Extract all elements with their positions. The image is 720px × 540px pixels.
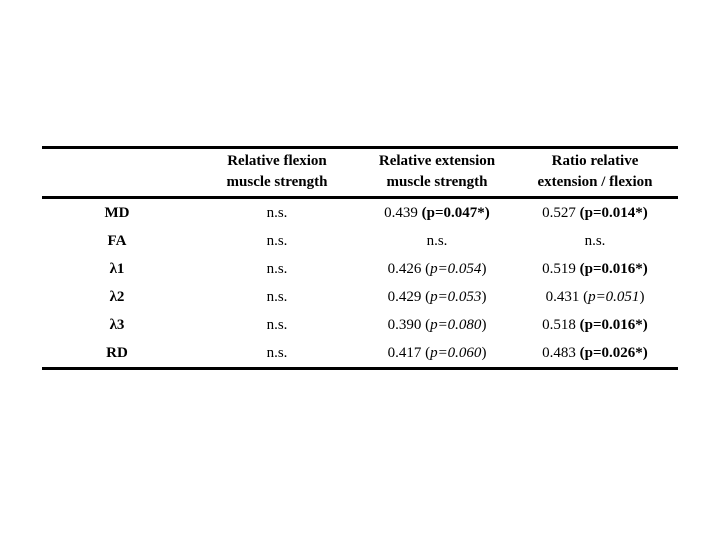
results-table: Relative flexion muscle strength Relativ…	[42, 146, 678, 370]
cell-extension: 0.426 (p=0.054)	[362, 255, 512, 283]
cell-ratio: 0.518 (p=0.016*)	[512, 311, 678, 339]
header-line: Ratio relative	[551, 153, 639, 169]
row-label: FA	[107, 232, 127, 249]
cell-flexion: n.s.	[192, 255, 362, 283]
cell-text-segment: 0.417 (	[387, 344, 431, 361]
header-empty	[42, 147, 192, 199]
cell-flexion: n.s.	[192, 311, 362, 339]
table-body: MD n.s. 0.439 (p=0.047*) 0.527 (p=0.014*…	[42, 198, 678, 369]
cell-text-segment: )	[481, 260, 487, 277]
cell-text-segment: p=0.060	[430, 344, 482, 361]
cell-text-segment: n.s.	[266, 344, 288, 361]
cell-text-segment: )	[639, 288, 645, 305]
cell-text-segment: p=0.053	[430, 288, 482, 305]
cell-text-segment: n.s.	[266, 288, 288, 305]
cell-text-segment: 0.429 (	[387, 288, 431, 305]
header-ratio: Ratio relative extension / flexion	[512, 147, 678, 199]
cell-flexion: n.s.	[192, 227, 362, 255]
cell-text-segment: 0.483	[542, 344, 580, 361]
cell-ratio: 0.431 (p=0.051)	[512, 283, 678, 311]
table-row-rd: RD n.s. 0.417 (p=0.060) 0.483 (p=0.026*)	[42, 339, 678, 369]
header-line: muscle strength	[226, 174, 328, 190]
cell-text-segment: 0.519	[542, 260, 580, 277]
cell-text-segment: p=0.054	[430, 260, 482, 277]
cell-flexion: n.s.	[192, 198, 362, 228]
table-row-md: MD n.s. 0.439 (p=0.047*) 0.527 (p=0.014*…	[42, 198, 678, 228]
cell-text-segment: )	[481, 344, 487, 361]
table-row-fa: FA n.s. n.s. n.s.	[42, 227, 678, 255]
cell-text-segment: n.s.	[266, 204, 288, 221]
row-label: λ2	[109, 288, 125, 305]
cell-extension: 0.417 (p=0.060)	[362, 339, 512, 369]
cell-text-segment: p=0.080	[430, 316, 482, 333]
cell-flexion: n.s.	[192, 339, 362, 369]
cell-extension: 0.439 (p=0.047*)	[362, 198, 512, 228]
cell-text-segment: n.s.	[426, 232, 448, 249]
cell-text-segment: (p=0.016*)	[579, 316, 648, 333]
cell-text-segment: n.s.	[266, 316, 288, 333]
cell-text-segment: n.s.	[266, 232, 288, 249]
cell-text-segment: 0.431 (	[545, 288, 589, 305]
table-row-lambda2: λ2 n.s. 0.429 (p=0.053) 0.431 (p=0.051)	[42, 283, 678, 311]
cell-text-segment: (p=0.026*)	[579, 344, 648, 361]
cell-text-segment: 0.518	[542, 316, 580, 333]
cell-text-segment: (p=0.014*)	[579, 204, 648, 221]
cell-ratio: 0.483 (p=0.026*)	[512, 339, 678, 369]
cell-flexion: n.s.	[192, 283, 362, 311]
row-label: λ3	[109, 316, 125, 333]
header-line: muscle strength	[386, 174, 488, 190]
header-line: Relative extension	[378, 153, 496, 169]
row-label: RD	[106, 344, 128, 361]
cell-text-segment: p=0.051	[588, 288, 640, 305]
header-line: extension / flexion	[537, 174, 653, 190]
cell-ratio: 0.527 (p=0.014*)	[512, 198, 678, 228]
header-relative-extension: Relative extension muscle strength	[362, 147, 512, 199]
cell-extension: 0.390 (p=0.080)	[362, 311, 512, 339]
header-row: Relative flexion muscle strength Relativ…	[42, 147, 678, 199]
row-label: λ1	[109, 260, 125, 277]
cell-extension: 0.429 (p=0.053)	[362, 283, 512, 311]
cell-text-segment: 0.390 (	[387, 316, 431, 333]
cell-text-segment: )	[481, 316, 487, 333]
cell-text-segment: 0.527	[542, 204, 580, 221]
table-row-lambda1: λ1 n.s. 0.426 (p=0.054) 0.519 (p=0.016*)	[42, 255, 678, 283]
row-label: MD	[104, 204, 130, 221]
cell-text-segment: 0.439	[384, 204, 422, 221]
cell-text-segment: 0.426 (	[387, 260, 431, 277]
table-header: Relative flexion muscle strength Relativ…	[42, 147, 678, 199]
cell-text-segment: n.s.	[266, 260, 288, 277]
cell-text-segment: (p=0.047*)	[421, 204, 490, 221]
cell-extension: n.s.	[362, 227, 512, 255]
cell-text-segment: )	[481, 288, 487, 305]
header-line: Relative flexion	[227, 153, 327, 169]
cell-ratio: 0.519 (p=0.016*)	[512, 255, 678, 283]
header-relative-flexion: Relative flexion muscle strength	[192, 147, 362, 199]
cell-ratio: n.s.	[512, 227, 678, 255]
table-row-lambda3: λ3 n.s. 0.390 (p=0.080) 0.518 (p=0.016*)	[42, 311, 678, 339]
cell-text-segment: n.s.	[584, 232, 606, 249]
cell-text-segment: (p=0.016*)	[579, 260, 648, 277]
